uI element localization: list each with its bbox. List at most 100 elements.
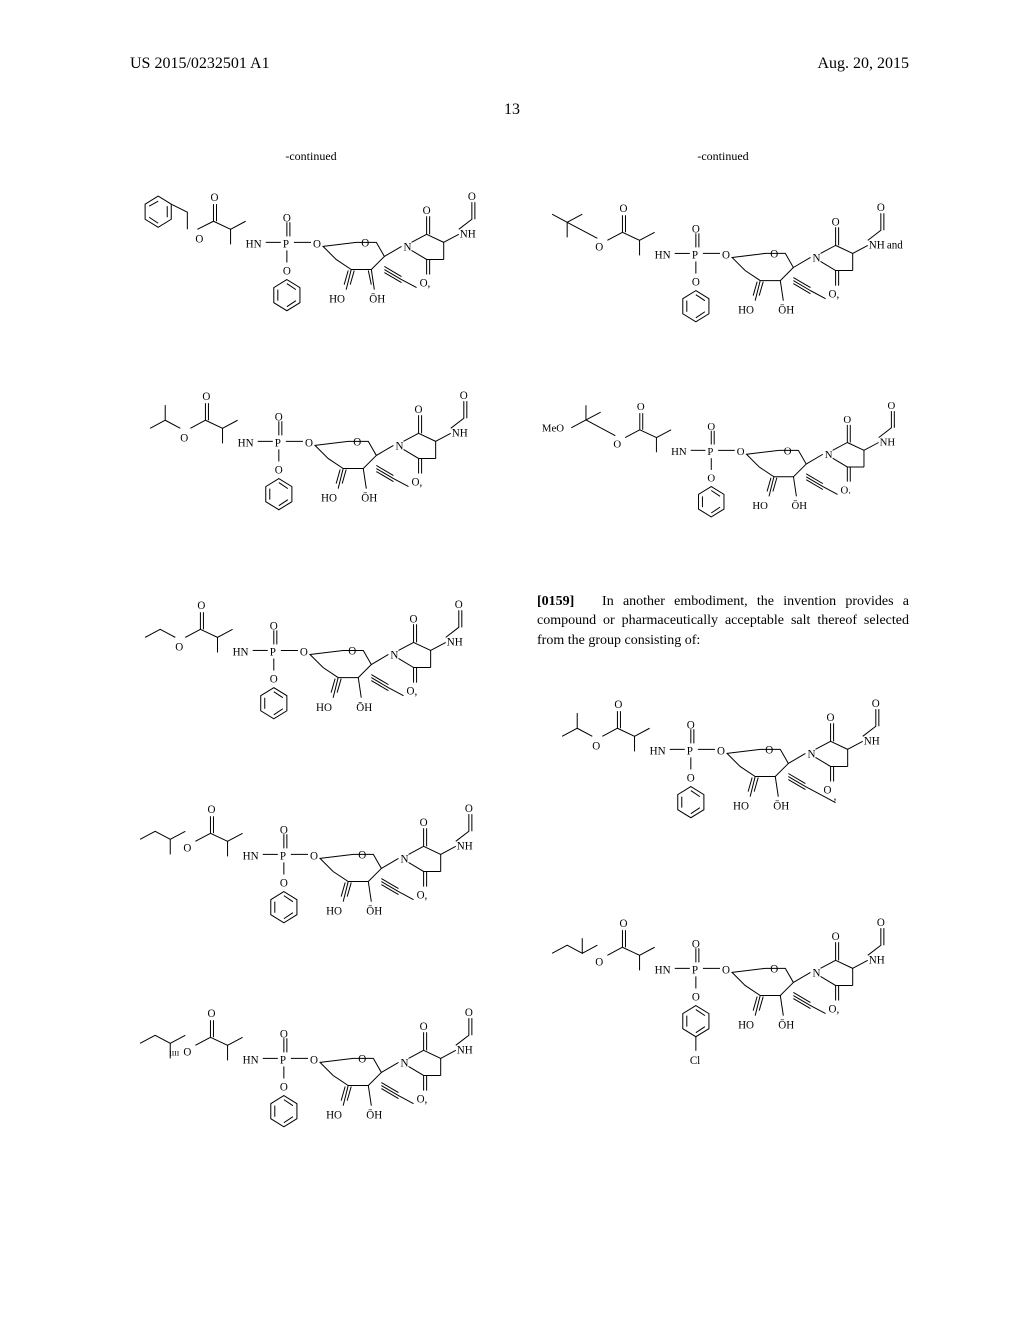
svg-text:P: P <box>280 850 286 862</box>
svg-text:NH: NH <box>880 436 896 448</box>
svg-text:O,: O, <box>417 1094 428 1106</box>
svg-text:O: O <box>305 437 313 449</box>
svg-text:ıııı: ıııı <box>169 1047 180 1057</box>
svg-text:O: O <box>210 192 218 204</box>
svg-text:O: O <box>358 849 366 861</box>
svg-text:O: O <box>832 216 840 228</box>
chemical-structure: ıııı O O HN P O O O O <box>125 985 497 1171</box>
svg-text:HO: HO <box>329 294 345 306</box>
svg-text:HN: HN <box>650 745 666 757</box>
svg-text:O: O <box>358 1053 366 1065</box>
molecule-svg: O O HN P O O O Cl O <box>537 900 909 1116</box>
publication-number: US 2015/0232501 A1 <box>130 55 270 73</box>
svg-text:HO: HO <box>738 1019 754 1031</box>
svg-text:HN: HN <box>243 1054 259 1066</box>
svg-text:O: O <box>180 432 188 444</box>
svg-text:O: O <box>765 744 773 756</box>
svg-text:HN: HN <box>671 446 687 458</box>
svg-text:O: O <box>280 824 288 836</box>
right-column: -continued O O HN P O O O <box>537 149 909 1189</box>
svg-text:HO: HO <box>326 906 342 918</box>
svg-text:O: O <box>183 1046 191 1058</box>
svg-text:O: O <box>595 956 603 968</box>
chemical-structure: O O HN P O O O O <box>125 174 497 355</box>
svg-text:O: O <box>722 249 730 261</box>
svg-text:NH: NH <box>869 239 885 251</box>
svg-text:N: N <box>825 449 833 461</box>
svg-text:O,: O, <box>829 1003 840 1015</box>
svg-text:O,: O, <box>412 477 423 489</box>
svg-text:ŌH: ŌH <box>366 906 382 918</box>
svg-text:HN: HN <box>243 850 259 862</box>
svg-text:O: O <box>770 963 778 975</box>
svg-text:O: O <box>827 712 835 724</box>
svg-text:O: O <box>361 237 369 249</box>
svg-text:O: O <box>717 745 725 757</box>
chemical-structure: O O HN P O O O O HO <box>537 681 909 882</box>
svg-text:O: O <box>614 699 622 711</box>
svg-text:ŌH: ŌH <box>356 702 372 714</box>
svg-text:O: O <box>283 266 291 278</box>
svg-text:O: O <box>460 390 468 402</box>
continued-label-right: -continued <box>537 149 909 164</box>
svg-text:P: P <box>275 437 281 449</box>
chemical-structure: O O HN P O O O O HO <box>537 174 909 355</box>
svg-text:O: O <box>455 599 463 611</box>
svg-text:O: O <box>619 203 627 215</box>
svg-text:O,: O, <box>417 890 428 902</box>
svg-text:ŌH: ŌH <box>361 493 377 505</box>
svg-text:O,: O, <box>420 278 431 290</box>
svg-text:P: P <box>707 446 713 458</box>
svg-text:P: P <box>692 964 698 976</box>
svg-text:O: O <box>468 191 476 203</box>
svg-text:O: O <box>692 277 700 289</box>
svg-text:and: and <box>887 239 903 251</box>
svg-text:HO: HO <box>752 500 768 512</box>
svg-text:O: O <box>722 964 730 976</box>
svg-text:O: O <box>592 740 600 752</box>
svg-text:O: O <box>770 248 778 260</box>
svg-text:O: O <box>280 1082 288 1094</box>
svg-text:P: P <box>692 249 698 261</box>
svg-text:P: P <box>283 238 289 250</box>
chemical-structure: O O HN P O O O O HO <box>125 567 497 763</box>
svg-text:O: O <box>275 465 283 477</box>
paragraph-0159: [0159] In another embodiment, the invent… <box>537 592 909 651</box>
svg-text:N: N <box>400 853 408 865</box>
svg-text:HO: HO <box>321 493 337 505</box>
svg-text:O: O <box>420 1021 428 1033</box>
left-column: -continued O O HN P O <box>125 149 497 1189</box>
svg-text:HO: HO <box>733 800 749 812</box>
molecule-svg: O O HN P O O O O HO <box>125 567 497 763</box>
svg-text:NH: NH <box>452 427 468 439</box>
svg-text:ŌH: ŌH <box>792 500 808 512</box>
molecule-svg: O O HN P O O O O HO <box>125 781 497 967</box>
svg-text:O: O <box>824 784 832 796</box>
svg-text:N: N <box>812 252 820 264</box>
svg-text:O: O <box>707 473 715 485</box>
svg-text:O: O <box>310 1054 318 1066</box>
svg-text:O: O <box>348 645 356 657</box>
svg-text:O: O <box>465 1007 473 1019</box>
svg-text:NH: NH <box>457 840 473 852</box>
svg-text:O: O <box>195 233 203 245</box>
svg-text:O: O <box>872 698 880 710</box>
molecule-svg: O O HN P O O O O HO <box>125 373 497 549</box>
svg-text:O: O <box>692 223 700 235</box>
svg-text:O: O <box>270 620 278 632</box>
chemical-structure: O O HN P O O O O HO <box>125 373 497 549</box>
svg-text:O: O <box>737 446 745 458</box>
svg-text:O: O <box>175 641 183 653</box>
svg-text:O,: O, <box>829 289 840 301</box>
svg-text:HO: HO <box>738 305 754 317</box>
paragraph-text: In another embodiment, the invention pro… <box>537 594 909 648</box>
svg-text:O: O <box>687 772 695 784</box>
svg-text:O: O <box>595 241 603 253</box>
paragraph-number: [0159] <box>537 594 574 609</box>
svg-text:O: O <box>423 205 431 217</box>
svg-text:O: O <box>410 613 418 625</box>
svg-text:HN: HN <box>233 646 249 658</box>
svg-text:O.: O. <box>840 484 850 496</box>
svg-text:HN: HN <box>246 238 262 250</box>
svg-text:O: O <box>619 918 627 930</box>
